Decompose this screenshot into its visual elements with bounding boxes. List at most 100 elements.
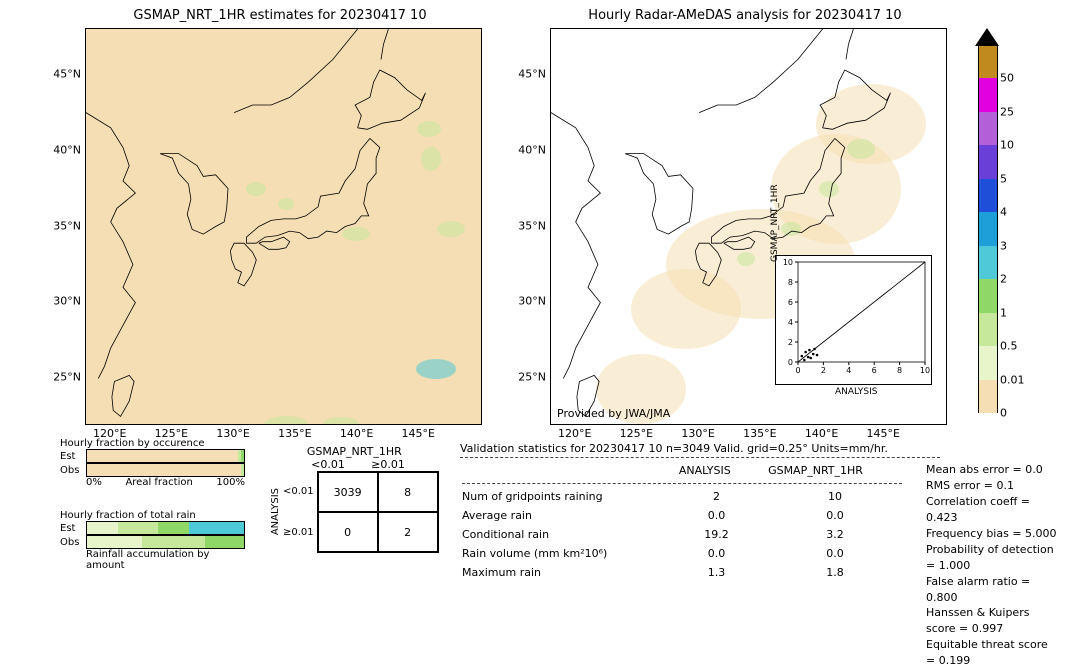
total-footer: Rainfall accumulation by amount — [86, 549, 245, 571]
gsmap-map — [85, 28, 482, 425]
metric-line: Equitable threat score = 0.199 — [926, 637, 1060, 669]
lat-tick: 45°N — [506, 67, 546, 80]
occ-x-1: Areal fraction — [125, 477, 192, 488]
map-credit: Provided by JWA/JMA — [557, 407, 670, 420]
ct-row-1: ≥0.01 — [283, 527, 314, 538]
metric-line: Probability of detection = 1.000 — [926, 542, 1060, 574]
right-map-title: Hourly Radar-AMeDAS analysis for 2023041… — [535, 8, 955, 23]
lat-tick: 45°N — [41, 67, 81, 80]
svg-text:6: 6 — [788, 298, 793, 307]
svg-text:2: 2 — [821, 366, 826, 375]
lon-tick: 130°E — [678, 427, 718, 440]
row-label-obs: Obs — [60, 465, 86, 476]
val-row-b: 0.0 — [768, 545, 914, 562]
lon-tick: 140°E — [802, 427, 842, 440]
scatter-xlabel: ANALYSIS — [835, 387, 877, 397]
val-row-a: 19.2 — [679, 526, 766, 543]
colorbar-label: 0.5 — [1000, 340, 1018, 353]
lat-tick: 25°N — [41, 371, 81, 384]
occurrence-est-bar — [86, 449, 245, 463]
colorbar-top-triangle — [975, 28, 999, 46]
lat-tick: 35°N — [506, 219, 546, 232]
ct-cell-10: 0 — [318, 512, 378, 552]
colorbar-label: 0 — [1000, 407, 1007, 420]
lon-tick: 125°E — [616, 427, 656, 440]
svg-text:0: 0 — [788, 358, 793, 367]
ct-cell-01: 8 — [378, 472, 438, 512]
ct-row-header: ANALYSIS — [270, 488, 281, 535]
ct-col-header: GSMAP_NRT_1HR — [270, 445, 439, 458]
hourly-total-chart: Hourly fraction of total rain Est Obs Ra… — [60, 510, 245, 571]
svg-text:4: 4 — [846, 366, 851, 375]
colorbar-label: 3 — [1000, 239, 1007, 252]
svg-text:4: 4 — [788, 318, 793, 327]
colorbar-label: 50 — [1000, 72, 1014, 85]
val-row-b: 3.2 — [768, 526, 914, 543]
val-row-a: 1.3 — [679, 564, 766, 581]
occ-x-2: 100% — [216, 477, 245, 488]
metric-line: Correlation coeff = 0.423 — [926, 494, 1060, 526]
svg-text:6: 6 — [872, 366, 877, 375]
val-row-label: Maximum rain — [462, 564, 677, 581]
left-map-title: GSMAP_NRT_1HR estimates for 20230417 10 — [80, 8, 480, 23]
colorbar-label: 0.01 — [1000, 373, 1025, 386]
lon-tick: 135°E — [740, 427, 780, 440]
val-row-b: 0.0 — [768, 507, 914, 524]
validation-title: Validation statistics for 20230417 10 n=… — [460, 442, 1060, 455]
metric-line: Mean abs error = 0.0 — [926, 462, 1060, 478]
ct-col-1: ≥0.01 — [371, 458, 405, 471]
val-row-label: Num of gridpoints raining — [462, 488, 677, 505]
val-row-label: Rain volume (mm km²10⁶) — [462, 545, 677, 562]
total-obs-bar — [86, 535, 245, 549]
lat-tick: 40°N — [41, 143, 81, 156]
svg-text:8: 8 — [897, 366, 902, 375]
val-row-label: Conditional rain — [462, 526, 677, 543]
lat-tick: 25°N — [506, 371, 546, 384]
colorbar-label: 25 — [1000, 105, 1014, 118]
ct-cell-11: 2 — [378, 512, 438, 552]
svg-text:10: 10 — [783, 258, 793, 267]
lat-tick: 30°N — [506, 295, 546, 308]
val-row-a: 0.0 — [679, 507, 766, 524]
metric-line: Hanssen & Kuipers score = 0.997 — [926, 605, 1060, 637]
colorbar-label: 4 — [1000, 206, 1007, 219]
val-row-b: 10 — [768, 488, 914, 505]
metric-line: RMS error = 0.1 — [926, 478, 1060, 494]
contingency-table: GSMAP_NRT_1HR <0.01 ≥0.01 ANALYSIS <0.01… — [270, 445, 439, 553]
colorbar-label: 5 — [1000, 172, 1007, 185]
lat-tick: 40°N — [506, 143, 546, 156]
ct-col-0: <0.01 — [311, 458, 345, 471]
total-title: Hourly fraction of total rain — [60, 510, 245, 521]
validation-stats: Validation statistics for 20230417 10 n=… — [460, 442, 1060, 669]
svg-text:8: 8 — [788, 278, 793, 287]
lat-tick: 30°N — [41, 295, 81, 308]
occurrence-obs-bar — [86, 463, 245, 477]
colorbar-label: 10 — [1000, 139, 1014, 152]
lon-tick: 145°E — [863, 427, 903, 440]
lon-tick: 145°E — [398, 427, 438, 440]
val-row-a: 2 — [679, 488, 766, 505]
lon-tick: 130°E — [213, 427, 253, 440]
svg-text:10: 10 — [920, 366, 930, 375]
row-label-est: Est — [60, 451, 86, 462]
total-est-bar — [86, 521, 245, 535]
metric-line: False alarm ratio = 0.800 — [926, 574, 1060, 606]
lon-tick: 120°E — [555, 427, 595, 440]
svg-text:2: 2 — [788, 338, 793, 347]
val-row-a: 0.0 — [679, 545, 766, 562]
lon-tick: 125°E — [151, 427, 191, 440]
lat-tick: 35°N — [41, 219, 81, 232]
hourly-occurrence-chart: Hourly fraction by occurence Est Obs 0% … — [60, 438, 245, 488]
colorbar-label: 2 — [1000, 273, 1007, 286]
val-col-0: ANALYSIS — [679, 462, 766, 479]
val-row-b: 1.8 — [768, 564, 914, 581]
lon-tick: 120°E — [90, 427, 130, 440]
row-label-obs2: Obs — [60, 537, 86, 548]
val-row-label: Average rain — [462, 507, 677, 524]
val-col-1: GSMAP_NRT_1HR — [768, 462, 914, 479]
scatter-inset: 00224466881010 — [775, 255, 932, 385]
metric-line: Frequency bias = 5.000 — [926, 526, 1060, 542]
lon-tick: 135°E — [275, 427, 315, 440]
row-label-est2: Est — [60, 523, 86, 534]
ct-cell-00: 3039 — [318, 472, 378, 512]
